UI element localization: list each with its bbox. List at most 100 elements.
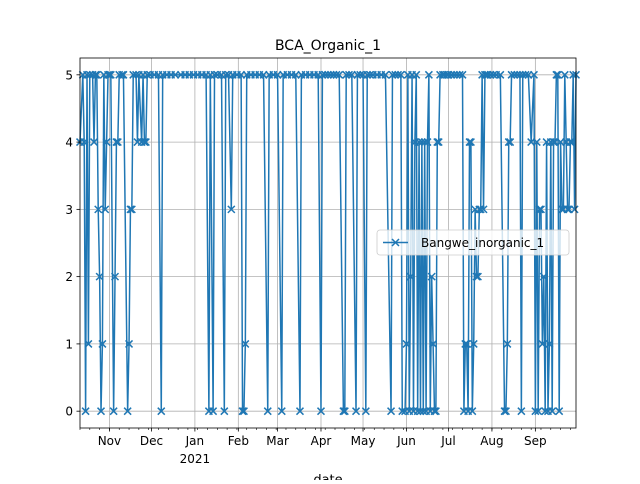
legend-entry-label: Bangwe_inorganic_1 [421,236,544,250]
data-point-marker [356,70,365,79]
data-point-marker [462,339,471,348]
data-point-marker [412,70,421,79]
data-point-marker [532,138,541,147]
data-point-marker [506,138,515,147]
data-point-marker [123,407,132,416]
data-point-marker [433,138,442,147]
data-point-marker [521,70,530,79]
series-layer [75,70,581,416]
data-point-marker [423,138,432,147]
data-point-marker [94,205,103,214]
x-tick-label: Feb [228,434,249,448]
data-point-marker [424,70,433,79]
data-point-marker [80,138,89,147]
data-point-marker [461,339,470,348]
data-point-marker [157,407,166,416]
x-tick-label: Apr [311,434,332,448]
data-point-marker [126,205,135,214]
data-point-marker [472,272,481,281]
data-point-marker [84,339,93,348]
data-point-marker [210,70,219,79]
data-point-marker [430,407,439,416]
data-point-marker [504,138,513,147]
data-point-marker [263,407,272,416]
data-point-marker [455,70,464,79]
data-point-marker [361,407,370,416]
data-point-marker [105,70,114,79]
data-point-marker [91,70,100,79]
data-point-marker [569,70,578,79]
y-tick-label: 0 [65,405,73,419]
data-point-marker [468,407,477,416]
data-point-marker [552,70,561,79]
data-point-marker [501,407,510,416]
data-point-marker [112,138,121,147]
data-point-marker [344,70,354,79]
data-point-marker [81,407,90,416]
data-point-marker [458,70,467,79]
data-point-marker [420,138,429,147]
data-point-marker [113,138,122,147]
data-point-marker [89,138,99,147]
y-tick-label: 1 [65,337,73,351]
data-point-marker [132,70,141,79]
data-point-marker [529,70,538,79]
data-point-marker [109,407,118,416]
data-point-marker [101,205,110,214]
legend-box [376,229,570,256]
data-point-marker [427,272,436,281]
data-point-marker [429,339,438,348]
data-point-marker [541,407,550,416]
data-point-marker [387,407,396,416]
x-axis-label: date [313,473,342,480]
data-point-marker [496,70,505,79]
data-point-marker [534,407,543,416]
data-point-marker [366,70,375,79]
data-point-marker [118,70,127,79]
data-point-marker [419,407,428,416]
data-point-marker [103,70,113,79]
y-tick-label: 2 [65,270,73,284]
data-point-marker [98,339,107,348]
data-point-marker [238,407,247,416]
data-point-marker [140,138,149,147]
data-point-marker [531,407,540,416]
data-point-marker [402,339,411,348]
data-point-marker [476,205,485,214]
x-tick-label: May [351,434,376,448]
data-point-marker [567,138,576,147]
data-point-marker [560,70,569,79]
legend[interactable]: Bangwe_inorganic_1 [376,229,570,256]
data-point-marker [92,70,101,79]
data-point-marker [339,407,348,416]
data-point-marker [102,138,111,147]
data-point-marker [119,70,128,79]
data-point-marker [555,407,564,416]
data-point-marker [220,407,229,416]
data-point-marker [381,70,390,79]
data-point-marker [503,339,512,348]
data-point-marker [539,272,548,281]
data-point-marker [469,339,478,348]
data-point-marker [95,272,104,281]
data-point-marker [545,339,554,348]
data-point-marker [394,70,403,79]
x-tick-label: Dec [140,434,163,448]
data-point-marker [351,407,361,416]
data-point-marker [143,70,152,79]
data-point-marker [127,205,136,214]
data-point-marker [566,138,575,147]
x-tick-label: Nov [98,434,121,448]
data-point-marker [570,205,579,214]
data-point-marker [553,70,562,79]
data-point-marker [549,138,558,147]
data-point-marker [473,272,482,281]
data-point-marker [110,272,120,281]
x-tick-label: Mar [266,434,289,448]
data-point-marker [434,138,443,147]
data-point-marker [335,70,344,79]
x-tick-sublabel: 2021 [180,452,211,466]
data-point-marker [563,205,572,214]
